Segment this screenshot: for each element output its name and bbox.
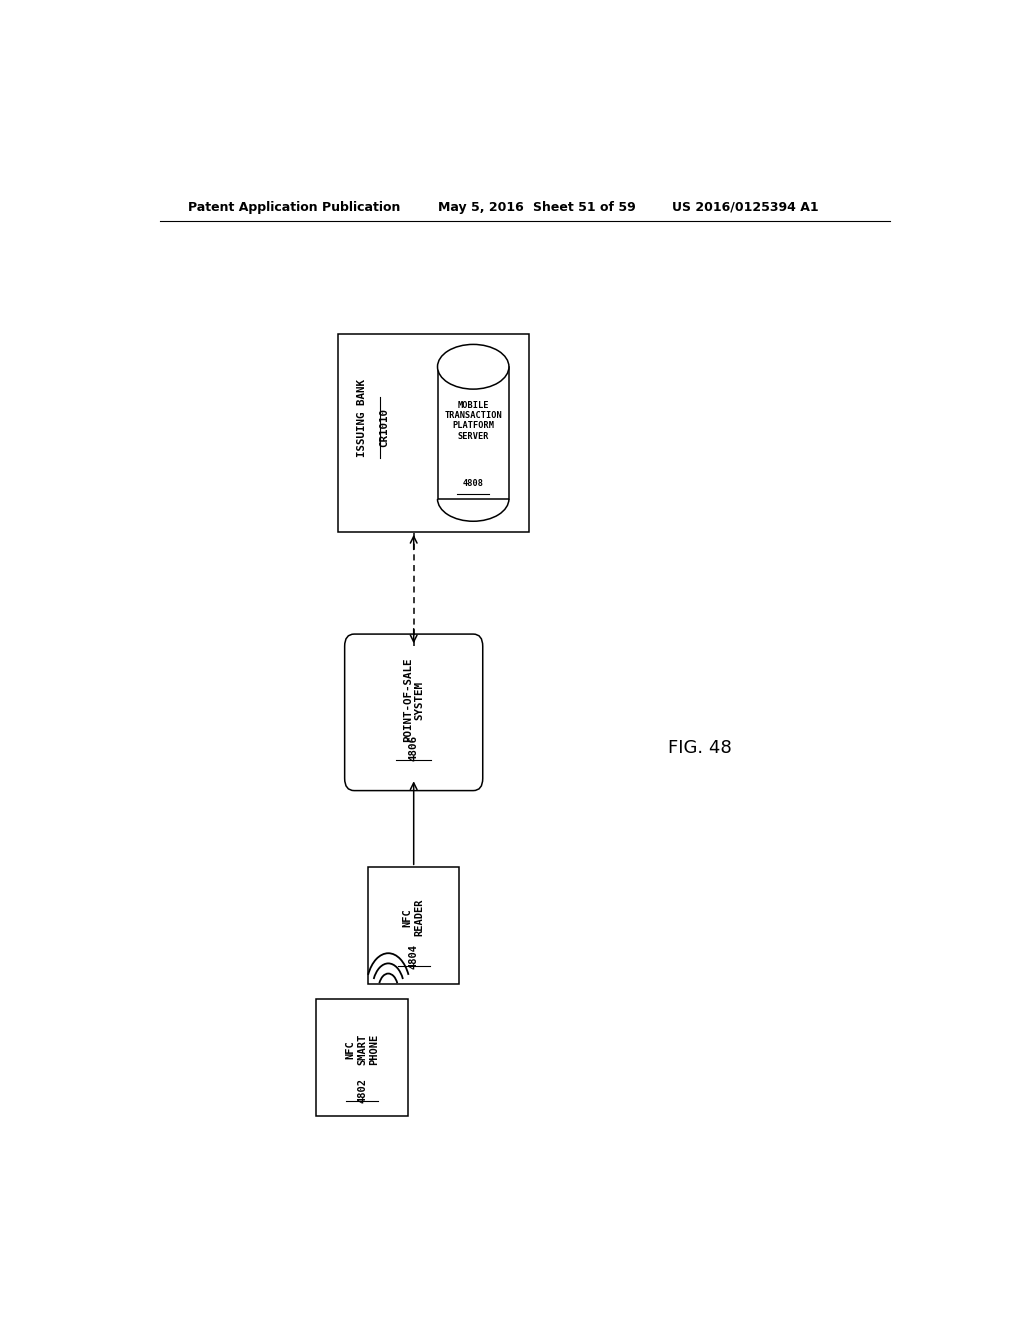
Ellipse shape [437,345,509,389]
Text: US 2016/0125394 A1: US 2016/0125394 A1 [672,201,818,214]
Text: Sheet 51 of 59: Sheet 51 of 59 [532,201,636,214]
Text: 4808: 4808 [463,479,483,488]
Text: Patent Application Publication: Patent Application Publication [187,201,400,214]
Bar [437,367,509,499]
Text: ISSUING BANK: ISSUING BANK [357,379,368,457]
Text: 4802: 4802 [357,1078,368,1104]
Text: CR1010: CR1010 [379,408,389,447]
Text: FIG. 48: FIG. 48 [668,739,731,756]
Text: NFC
READER: NFC READER [402,899,425,936]
Text: POINT-OF-SALE
SYSTEM: POINT-OF-SALE SYSTEM [402,657,425,742]
FancyBboxPatch shape [345,634,482,791]
Text: 4804: 4804 [409,944,419,969]
Bar [368,867,460,985]
Bar [338,334,528,532]
Bar [316,999,408,1117]
Text: May 5, 2016: May 5, 2016 [437,201,523,214]
Text: NFC
SMART
PHONE: NFC SMART PHONE [345,1034,379,1065]
Text: 4806: 4806 [409,735,419,760]
Text: MOBILE
TRANSACTION
PLATFORM
SERVER: MOBILE TRANSACTION PLATFORM SERVER [444,400,502,441]
